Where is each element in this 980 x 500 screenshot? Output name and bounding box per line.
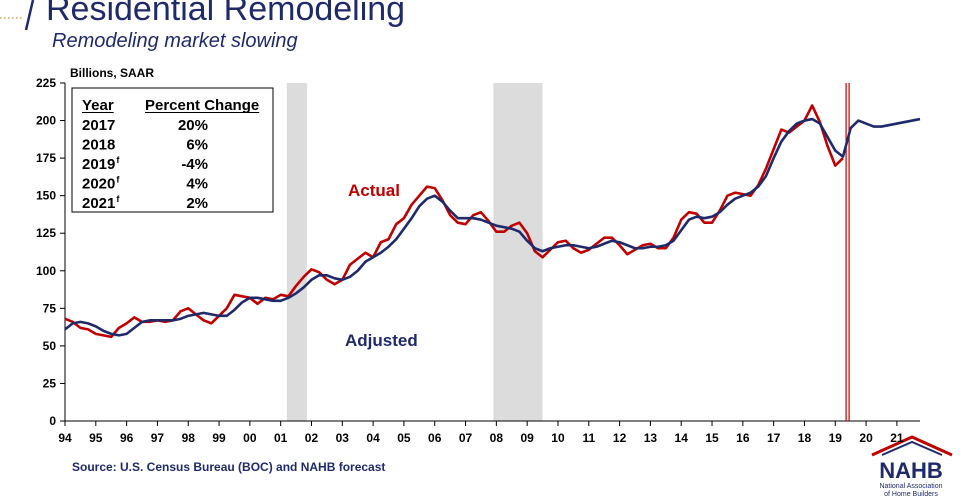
y-axis-label: Billions, SAAR xyxy=(70,66,154,80)
table-year-mark: f xyxy=(116,175,120,185)
x-tick-label: 11 xyxy=(582,431,595,445)
x-tick-label: 97 xyxy=(151,431,165,445)
table-change: 20% xyxy=(178,117,208,134)
table-change: 4% xyxy=(186,176,208,193)
y-tick-label: 50 xyxy=(43,339,57,353)
table-change: 2% xyxy=(186,195,208,212)
x-tick-label: 16 xyxy=(736,431,750,445)
chart-subtitle: Remodeling market slowing xyxy=(52,30,298,52)
x-tick-label: 03 xyxy=(336,431,350,445)
x-tick-label: 98 xyxy=(182,431,196,445)
x-tick-label: 20 xyxy=(859,431,873,445)
table-year: 2019 xyxy=(82,156,115,173)
x-tick-label: 10 xyxy=(551,431,565,445)
y-tick-label: 25 xyxy=(43,376,57,390)
x-tick-label: 94 xyxy=(58,431,72,445)
x-tick-label: 14 xyxy=(675,431,689,445)
table-header: Year xyxy=(82,97,114,114)
x-tick-label: 06 xyxy=(428,431,442,445)
x-tick-label: 15 xyxy=(705,431,719,445)
y-tick-label: 0 xyxy=(49,414,56,428)
x-tick-label: 99 xyxy=(212,431,226,445)
logo-tagline: National Association xyxy=(879,483,942,490)
y-tick-label: 75 xyxy=(43,301,57,315)
table-year: 2020 xyxy=(82,176,115,193)
annotation: Actual xyxy=(348,181,400,200)
logo-roof xyxy=(881,440,943,456)
x-tick-label: 96 xyxy=(120,431,134,445)
x-tick-label: 07 xyxy=(459,431,473,445)
x-tick-label: 04 xyxy=(366,431,380,445)
table-change: -4% xyxy=(181,156,208,173)
recession-band xyxy=(286,83,307,421)
table-change: 6% xyxy=(186,137,208,154)
x-tick-label: 12 xyxy=(613,431,627,445)
y-tick-label: 225 xyxy=(36,76,56,90)
table-frame xyxy=(71,87,274,213)
source-note: Source: U.S. Census Bureau (BOC) and NAH… xyxy=(72,460,385,474)
x-tick-label: 17 xyxy=(767,431,781,445)
x-tick-label: 01 xyxy=(274,431,288,445)
x-tick-label: 05 xyxy=(397,431,411,445)
table-year: 2021 xyxy=(82,195,115,212)
y-tick-label: 200 xyxy=(36,114,56,128)
logo-name: NAHB xyxy=(879,458,943,483)
y-tick-label: 175 xyxy=(36,151,56,165)
annotation: Adjusted xyxy=(345,331,418,350)
x-tick-label: 08 xyxy=(490,431,504,445)
y-tick-label: 100 xyxy=(36,264,56,278)
x-tick-label: 19 xyxy=(829,431,843,445)
x-tick-label: 13 xyxy=(644,431,658,445)
logo-tagline: of Home Builders xyxy=(884,491,938,498)
x-tick-label: 02 xyxy=(305,431,319,445)
logo: NAHB National Association of Home Builde… xyxy=(871,435,953,498)
x-tick-label: 00 xyxy=(243,431,257,445)
table-year-mark: f xyxy=(116,194,120,204)
logo-roof xyxy=(871,435,953,457)
series-line xyxy=(64,117,921,337)
chart-title: Residential Remodeling xyxy=(46,0,405,28)
table-year: 2017 xyxy=(82,117,115,134)
table-year: 2018 xyxy=(82,137,115,154)
x-tick-label: 21 xyxy=(890,431,904,445)
table-header: Percent Change xyxy=(145,97,259,114)
table-year-mark: f xyxy=(116,155,120,165)
x-tick-label: 95 xyxy=(89,431,103,445)
y-tick-label: 125 xyxy=(36,226,56,240)
title-slash xyxy=(24,0,35,31)
x-tick-label: 18 xyxy=(798,431,812,445)
x-tick-label: 09 xyxy=(520,431,534,445)
y-tick-label: 150 xyxy=(36,189,56,203)
